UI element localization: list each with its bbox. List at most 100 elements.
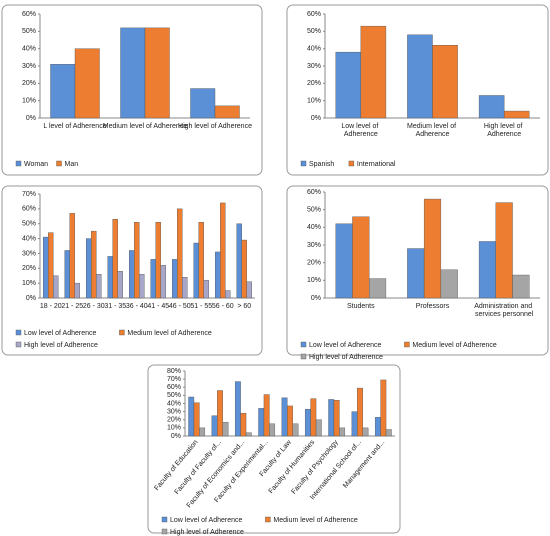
- y-tick-label: 0%: [171, 433, 181, 440]
- legend-label: Medium level of Adherence: [127, 330, 212, 337]
- legend-label: Man: [65, 161, 79, 168]
- legend-label: Spanish: [309, 161, 334, 168]
- bar: [263, 394, 270, 437]
- legend-swatch: [161, 528, 168, 535]
- y-tick-label: 40%: [22, 46, 36, 53]
- bar: [380, 379, 387, 437]
- legend-swatch: [56, 160, 62, 167]
- y-tick-label: 10%: [22, 280, 36, 287]
- bar: [117, 271, 123, 299]
- y-tick-label: 20%: [22, 265, 36, 272]
- x-tick-label: > 60: [237, 303, 251, 310]
- legend-swatch: [300, 341, 307, 348]
- bar: [129, 250, 135, 299]
- y-tick-label: 50%: [167, 392, 181, 399]
- bar: [478, 95, 505, 119]
- bar: [287, 405, 293, 437]
- bar: [246, 281, 252, 299]
- bar: [440, 269, 458, 299]
- y-tick-label: 30%: [22, 63, 36, 70]
- y-tick-label: 70%: [22, 191, 36, 198]
- y-tick-label: 20%: [307, 260, 321, 267]
- y-tick-label: 80%: [167, 368, 181, 375]
- bar: [182, 277, 188, 299]
- y-tick-label: 60%: [22, 11, 36, 18]
- bar: [225, 290, 231, 299]
- legend-label: International: [357, 161, 396, 168]
- x-tick-label: 51 - 55: [190, 303, 212, 310]
- y-tick-label: 40%: [307, 46, 321, 53]
- legend-label: Low level of Adherence: [24, 330, 96, 337]
- bar: [199, 427, 206, 437]
- y-tick-label: 10%: [167, 425, 181, 432]
- bar: [203, 279, 209, 299]
- bar: [352, 216, 370, 299]
- y-tick-label: 20%: [22, 80, 36, 87]
- bar: [193, 402, 200, 437]
- legend-swatch: [15, 329, 22, 336]
- bar: [107, 256, 113, 299]
- bar: [64, 250, 70, 299]
- bar: [292, 423, 299, 437]
- bar: [160, 265, 166, 299]
- bar: [310, 398, 317, 437]
- bar: [86, 238, 92, 299]
- x-tick-label: 31 - 35: [104, 303, 126, 310]
- bar: [112, 219, 118, 299]
- bar: [241, 239, 247, 299]
- bar: [188, 396, 195, 437]
- x-tick-label: L level of Adherence: [43, 123, 106, 130]
- bar: [258, 408, 265, 437]
- y-tick-label: 10%: [307, 98, 321, 105]
- bar: [328, 399, 335, 437]
- bar: [495, 202, 513, 299]
- x-tick-label: High level of Adherence: [484, 123, 524, 138]
- bar: [50, 64, 76, 119]
- x-tick-label: Students: [347, 303, 375, 310]
- x-tick-label: Medium level of Adherence: [407, 123, 458, 138]
- bar: [43, 236, 49, 299]
- y-tick-label: 50%: [307, 207, 321, 214]
- bar: [155, 222, 161, 299]
- y-tick-label: 0%: [26, 115, 36, 122]
- legend-swatch: [119, 329, 125, 336]
- legend-swatch: [300, 353, 307, 360]
- bar: [385, 429, 392, 437]
- bar: [198, 222, 204, 299]
- bar: [512, 274, 530, 299]
- y-tick-label: 0%: [311, 295, 321, 302]
- y-tick-label: 60%: [307, 11, 321, 18]
- bar: [240, 413, 247, 437]
- bar: [357, 387, 363, 437]
- bar: [368, 278, 387, 299]
- y-tick-label: 30%: [307, 63, 321, 70]
- y-tick-label: 60%: [22, 206, 36, 213]
- bar: [281, 397, 288, 437]
- legend-swatch: [404, 341, 410, 348]
- x-tick-label: 41 - 45: [147, 303, 169, 310]
- bar: [407, 248, 425, 299]
- bar: [193, 242, 199, 299]
- bar: [315, 419, 322, 437]
- bar: [222, 421, 229, 437]
- bar: [74, 48, 100, 119]
- bar: [351, 411, 358, 437]
- legend-label: Medium level of Adherence: [273, 517, 358, 524]
- bar: [333, 400, 340, 437]
- legend-swatch: [348, 160, 355, 167]
- y-tick-label: 30%: [22, 250, 36, 257]
- legend-label: Low level of Adherence: [309, 342, 381, 349]
- y-tick-label: 30%: [167, 408, 181, 415]
- legend-swatch: [161, 516, 168, 523]
- bar: [360, 25, 387, 119]
- x-tick-label: Low level of Adherence: [341, 123, 380, 138]
- x-tick-label: High level of Adherence: [178, 123, 252, 130]
- y-tick-label: 10%: [307, 277, 321, 284]
- bar: [407, 34, 433, 119]
- y-tick-label: 60%: [167, 384, 181, 391]
- y-tick-label: 20%: [167, 417, 181, 424]
- x-tick-label: Professors: [416, 303, 450, 310]
- legend-swatch: [15, 341, 22, 348]
- bar: [220, 202, 226, 299]
- bar: [234, 381, 241, 437]
